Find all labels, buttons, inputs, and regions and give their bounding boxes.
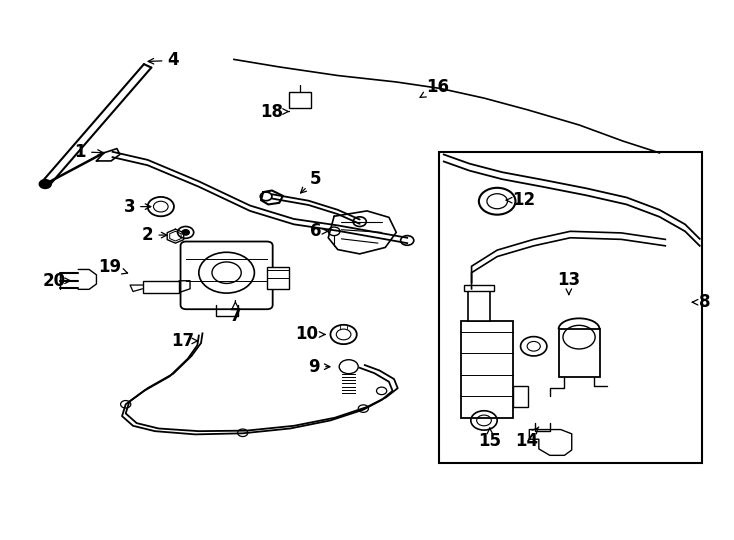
Text: 10: 10 [296, 326, 325, 343]
Text: 3: 3 [123, 198, 150, 215]
Text: 19: 19 [98, 258, 128, 276]
Text: 1: 1 [75, 143, 103, 161]
Bar [513, 386, 528, 407]
Text: 9: 9 [308, 357, 330, 376]
Text: 11: 11 [480, 321, 503, 345]
Text: 12: 12 [506, 191, 536, 209]
Bar [439, 152, 702, 463]
Text: 14: 14 [515, 427, 539, 450]
Bar [142, 281, 179, 293]
Bar [559, 329, 600, 377]
Bar [464, 285, 493, 292]
Text: 6: 6 [310, 222, 328, 240]
Bar [288, 92, 310, 108]
Text: 16: 16 [420, 78, 448, 97]
Bar [461, 321, 513, 418]
Circle shape [40, 180, 51, 188]
Text: 7: 7 [230, 301, 241, 325]
Text: 2: 2 [142, 226, 167, 244]
Text: 18: 18 [261, 103, 289, 120]
Text: 15: 15 [479, 428, 501, 450]
Text: 4: 4 [148, 51, 179, 70]
Bar [267, 267, 288, 289]
FancyBboxPatch shape [181, 241, 272, 309]
Text: 20: 20 [43, 272, 71, 290]
Text: 5: 5 [301, 170, 321, 193]
Text: 13: 13 [557, 271, 581, 295]
Bar [468, 289, 490, 321]
Text: 8: 8 [692, 293, 711, 311]
Circle shape [182, 230, 189, 235]
Text: 17: 17 [171, 332, 197, 350]
